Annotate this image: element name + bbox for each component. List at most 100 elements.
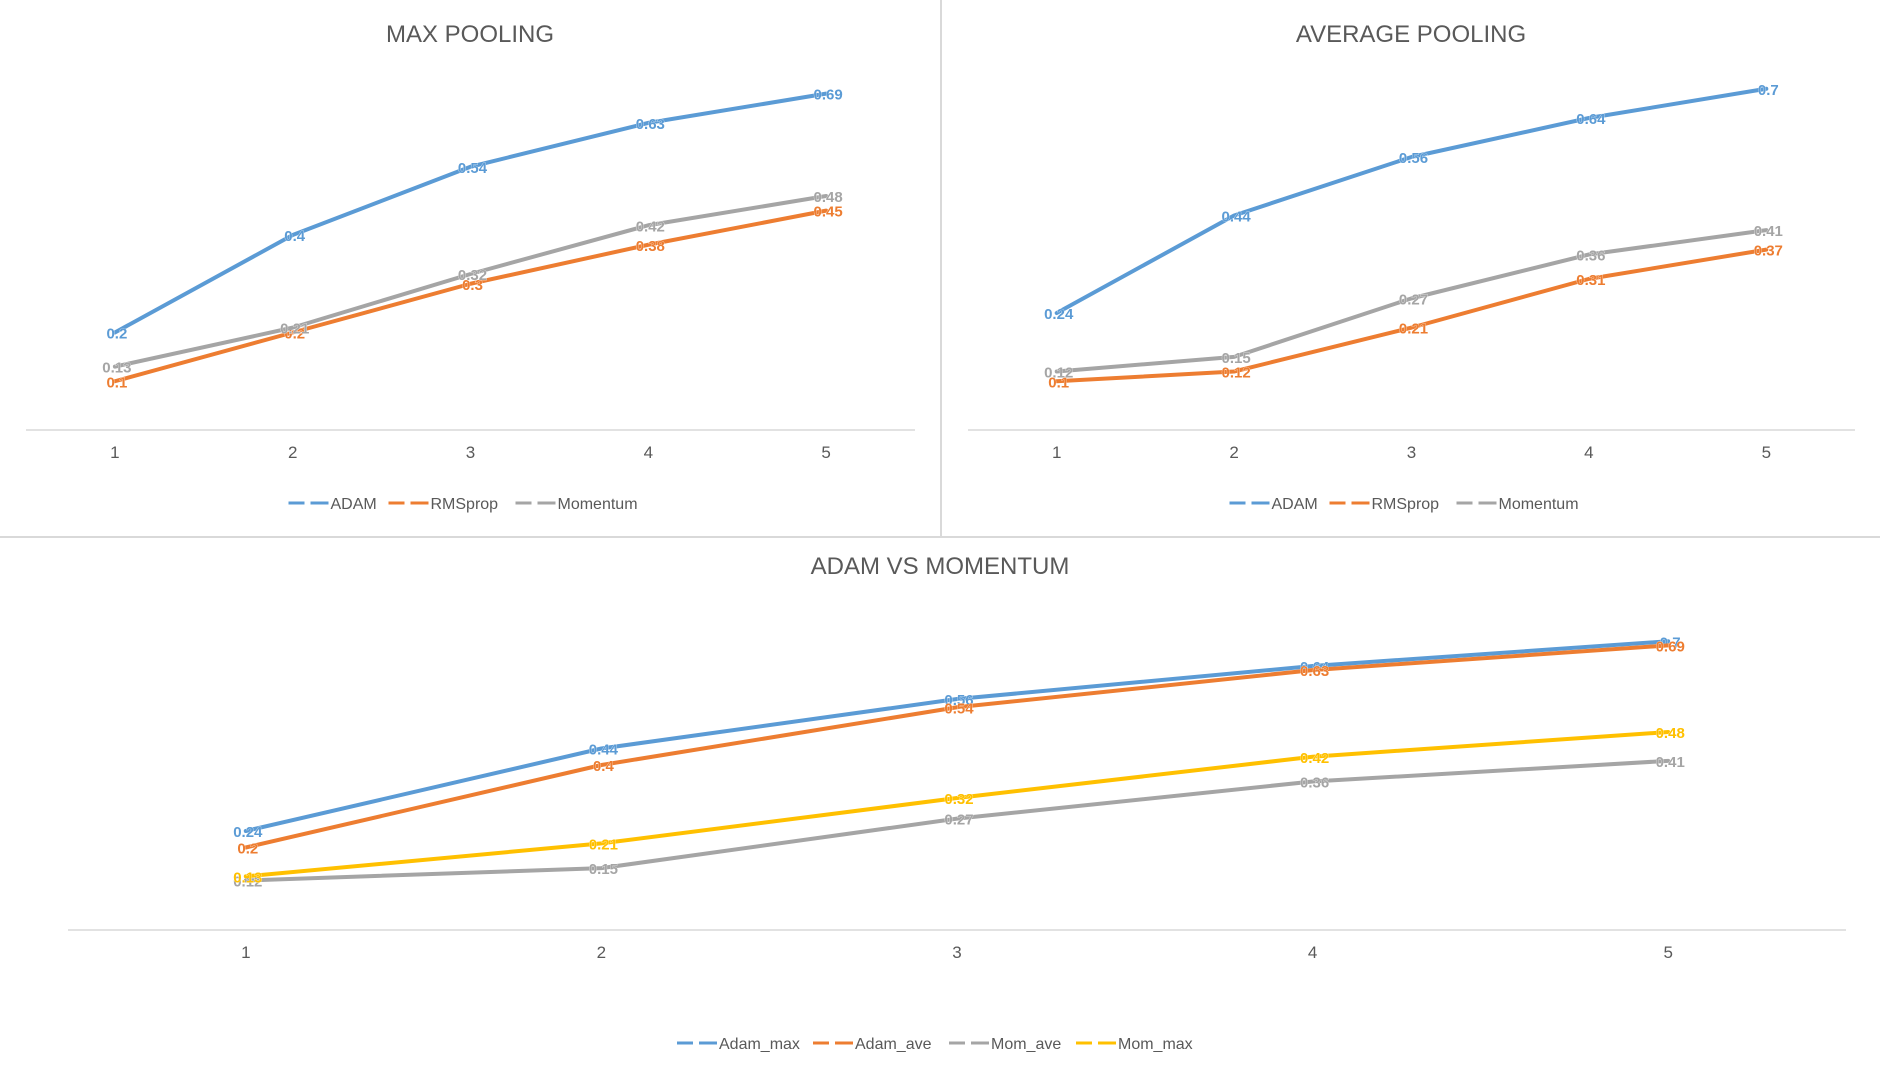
chart-title: MAX POOLING: [386, 21, 554, 48]
data-label: 0.44: [589, 742, 619, 759]
data-label: 0.4: [593, 758, 615, 775]
legend-item-adam_max: Adam_max: [677, 1036, 800, 1053]
legend-label: ADAM: [331, 496, 377, 513]
data-label: 0.21: [1399, 321, 1428, 338]
data-label: 0.12: [1044, 365, 1073, 382]
data-label: 0.12: [233, 874, 262, 891]
data-label: 0.27: [944, 812, 973, 829]
legend-item-momentum: Momentum: [1456, 496, 1579, 513]
x-tick-label: 2: [597, 943, 606, 962]
data-label: 0.15: [589, 861, 618, 878]
data-label: 0.54: [944, 700, 974, 717]
data-label: 0.27: [1399, 291, 1428, 308]
x-tick-label: 1: [241, 943, 250, 962]
x-tick-label: 4: [1308, 943, 1317, 962]
legend-item-momentum: Momentum: [515, 496, 638, 513]
x-tick-label: 5: [821, 443, 830, 462]
data-label: 0.38: [636, 238, 665, 255]
average-pooling-svg: AVERAGE POOLING 1 2 3 4 5 0.24 0.44 0.56 0.64 0.7…: [968, 21, 1855, 513]
data-label: 0.12: [1221, 365, 1250, 382]
x-tick-label: 4: [1584, 443, 1593, 462]
x-tick-label: 5: [1663, 943, 1672, 962]
legend-item-adam_ave: Adam_ave: [813, 1036, 932, 1053]
series-line-momentum: [112, 194, 829, 369]
x-tick-label: 2: [288, 443, 297, 462]
x-tick-label: 5: [1762, 443, 1771, 462]
data-label: 0.36: [1576, 248, 1605, 265]
x-tick-label: 1: [1052, 443, 1061, 462]
legend-label: Adam_ave: [855, 1036, 932, 1053]
series-line-adam_max: [243, 639, 1671, 833]
data-label: 0.24: [1044, 306, 1074, 323]
panel-divider-vertical: [940, 0, 942, 538]
chart-title: ADAM VS MOMENTUM: [811, 553, 1070, 580]
data-label: 0.44: [1221, 209, 1251, 226]
data-label: 0.41: [1754, 223, 1783, 240]
data-label: 0.21: [280, 321, 309, 338]
x-tick-label: 2: [1229, 443, 1238, 462]
data-label: 0.3: [462, 277, 483, 294]
series-line-rmsprop: [112, 208, 829, 384]
adam-vs-momentum-chart: ADAM VS MOMENTUM 1 2 3 4 5 0.24 0.44 0.56 0.64 0.…: [0, 538, 1880, 1076]
data-label: 0.36: [1300, 775, 1329, 792]
data-label: 0.4: [284, 228, 306, 245]
data-label: 0.64: [1576, 111, 1606, 128]
data-label: 0.21: [589, 836, 618, 853]
data-label: 0.56: [1399, 150, 1428, 167]
legend-item-mom_max: Mom_max: [1076, 1036, 1193, 1053]
series-line-momentum: [1054, 228, 1769, 374]
legend-item-mom_ave: Mom_ave: [949, 1036, 1061, 1053]
data-label: 0.37: [1754, 243, 1783, 260]
x-tick-label: 3: [466, 443, 475, 462]
series-line-mom_ave: [243, 758, 1671, 883]
chart-title: AVERAGE POOLING: [1296, 21, 1526, 48]
data-label: 0.7: [1758, 82, 1779, 99]
max-pooling-chart: MAX POOLING 1 2 3 4 5 0.2 0.4 0.54 0.63 0.69 0.1 0.…: [0, 0, 940, 536]
max-pooling-svg: MAX POOLING 1 2 3 4 50.20.40.540.630.690.10.…: [26, 21, 915, 513]
data-label: 0.48: [1656, 725, 1685, 742]
panel-divider-horizontal: [0, 536, 1880, 538]
x-tick-label: 1: [110, 443, 119, 462]
legend-label: RMSprop: [431, 496, 499, 513]
legend-label: Mom_max: [1118, 1036, 1193, 1053]
legend-item-rmsprop: RMSprop: [1329, 496, 1440, 513]
data-label: 0.13: [102, 360, 131, 377]
adam-vs-momentum-svg: ADAM VS MOMENTUM 1 2 3 4 50.240.440.560.640.…: [68, 553, 1846, 1053]
series-line-adam: [112, 91, 829, 335]
x-tick-label: 4: [644, 443, 653, 462]
series-line-mom_max: [243, 730, 1671, 879]
data-label: 0.48: [813, 189, 842, 206]
x-tick-label: 3: [1407, 443, 1416, 462]
data-label: 0.13: [233, 869, 262, 886]
data-label: 0.42: [636, 218, 665, 235]
data-label: 0.32: [944, 791, 973, 808]
data-label: 0.15: [1221, 350, 1250, 367]
data-label: 0.24: [233, 824, 263, 841]
legend-item-adam: ADAM: [288, 496, 377, 513]
x-tick-label: 3: [952, 943, 961, 962]
data-label: 0.42: [1300, 750, 1329, 767]
data-label: 0.1: [1048, 374, 1069, 391]
data-label: 0.2: [106, 326, 127, 343]
legend-label: ADAM: [1272, 496, 1318, 513]
data-label: 0.69: [1656, 638, 1685, 655]
data-label: 0.45: [813, 204, 842, 221]
series-line-adam: [1054, 86, 1769, 315]
data-label: 0.63: [1300, 663, 1329, 680]
legend-label: Momentum: [558, 496, 638, 513]
data-label: 0.41: [1656, 754, 1685, 771]
legend-label: RMSprop: [1372, 496, 1440, 513]
legend-label: Momentum: [1499, 496, 1579, 513]
legend-item-rmsprop: RMSprop: [388, 496, 499, 513]
data-label: 0.31: [1576, 272, 1605, 289]
data-label: 0.63: [636, 116, 665, 133]
data-label: 0.1: [106, 374, 127, 391]
data-label: 0.32: [458, 267, 487, 284]
average-pooling-chart: AVERAGE POOLING 1 2 3 4 5 0.24 0.44 0.56 0.64 0.7…: [942, 0, 1880, 536]
legend-label: Adam_max: [719, 1036, 800, 1053]
series-line-adam_ave: [243, 643, 1671, 850]
data-label: 0.54: [458, 160, 488, 177]
data-label: 0.69: [813, 87, 842, 104]
data-label: 0.2: [237, 841, 258, 858]
series-line-rmsprop: [1054, 247, 1769, 384]
